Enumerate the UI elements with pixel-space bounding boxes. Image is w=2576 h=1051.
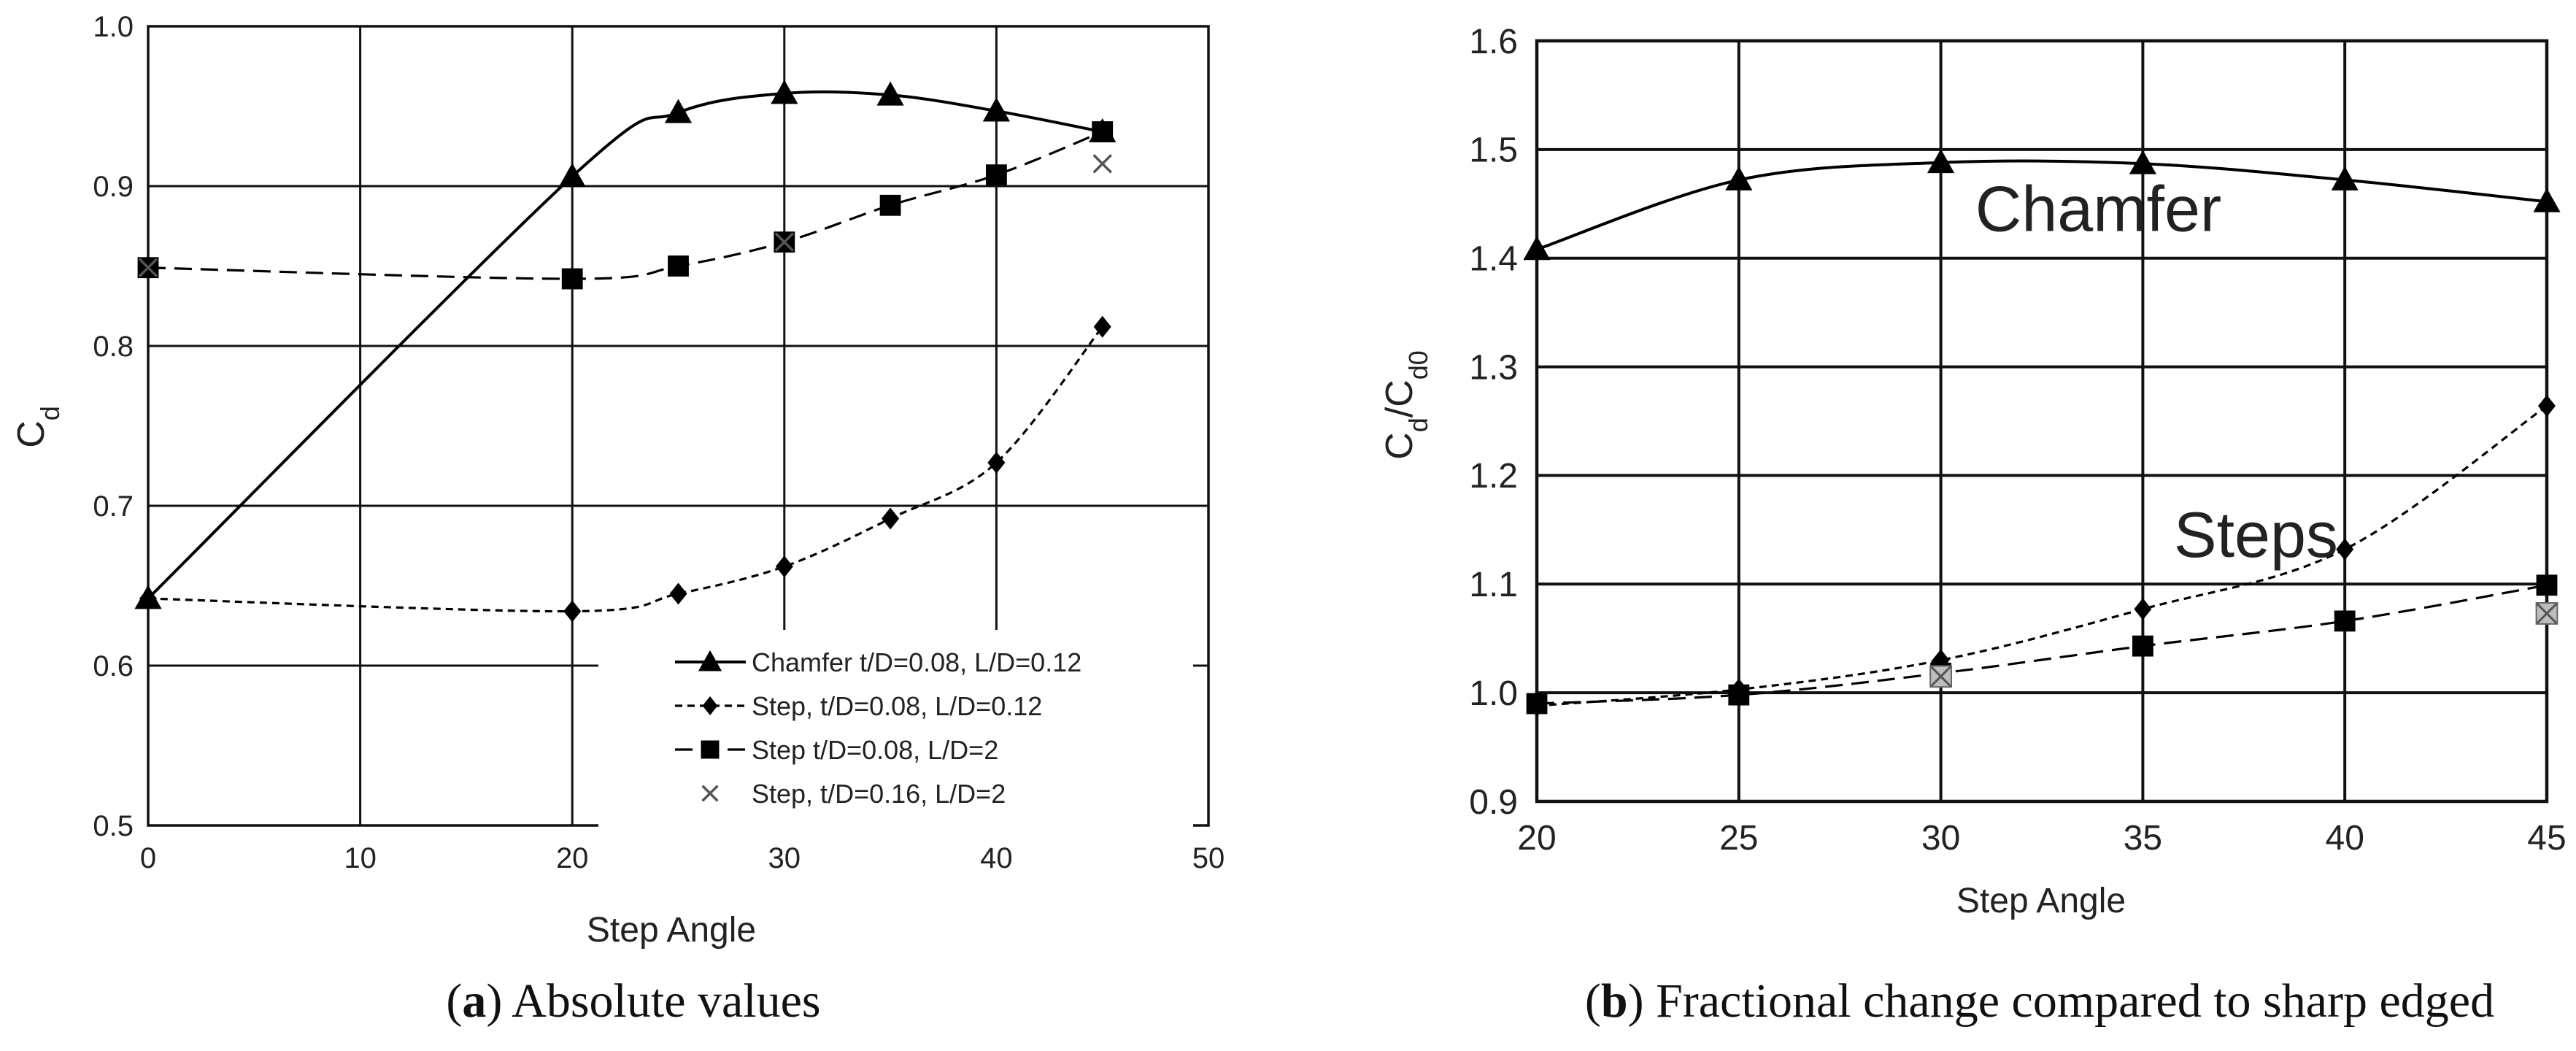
data-point — [882, 507, 900, 530]
data-point — [138, 258, 158, 277]
data-point — [982, 97, 1010, 122]
legend-marker — [702, 696, 718, 715]
y-tick-label: 1.1 — [1469, 566, 1518, 604]
y-tick-label: 1.5 — [1469, 131, 1518, 170]
data-point — [1092, 121, 1114, 142]
y-axis-label-b: Cd/Cd0 — [1378, 350, 1433, 460]
data-point — [668, 255, 689, 277]
data-point — [561, 268, 583, 290]
legend-marker — [701, 785, 719, 802]
data-point — [1092, 154, 1112, 174]
data-point — [2331, 166, 2359, 190]
markers-b — [1523, 149, 2561, 717]
annotations-b: Chamfer Steps — [1975, 173, 2338, 571]
data-point — [2535, 602, 2558, 625]
series-line — [148, 131, 1103, 280]
y-tick-label: 0.7 — [93, 490, 134, 523]
data-point — [775, 555, 793, 578]
data-point — [2134, 598, 2152, 620]
data-point — [987, 451, 1006, 474]
series-b — [1537, 159, 2547, 707]
series-a — [148, 90, 1103, 613]
y-tick-label: 1.6 — [1469, 23, 1518, 61]
data-point — [1725, 166, 1753, 190]
y-tick-label: 0.9 — [1469, 783, 1518, 822]
data-point — [2538, 395, 2556, 417]
data-point — [2129, 150, 2156, 174]
x-tick-label: 25 — [1719, 819, 1758, 858]
series-line — [1537, 159, 2547, 251]
data-point — [774, 232, 795, 252]
y-tick-label: 1.3 — [1469, 348, 1518, 387]
annotation-label: Steps — [2174, 498, 2338, 571]
y-tick-label: 0.8 — [93, 331, 134, 363]
data-point — [1728, 684, 1750, 706]
caption-a: (a) Absolute values — [446, 974, 820, 1028]
y-tick-label: 1.2 — [1469, 457, 1518, 496]
x-tick-label: 0 — [140, 842, 156, 874]
x-tick-label: 20 — [1517, 819, 1556, 858]
caption-b: (b) Fractional change compared to sharp … — [1585, 974, 2494, 1028]
ticks-b: 20 25 30 35 40 45 0.9 1.0 1.1 1.2 1.3 1.4 1.5 1.6 — [1469, 23, 2566, 858]
data-point — [1523, 236, 1551, 261]
data-point — [986, 164, 1007, 186]
x-tick-label: 35 — [2124, 819, 2162, 858]
y-tick-label: 0.9 — [93, 171, 134, 203]
legend-label: Step, t/D=0.08, L/D=0.12 — [752, 691, 1042, 721]
y-axis-label-a: Cd — [10, 406, 65, 448]
y-tick-label: 1.0 — [1469, 674, 1518, 713]
x-axis-label-a: Step Angle — [587, 911, 756, 950]
data-point — [1927, 149, 1955, 174]
x-tick-label: 45 — [2527, 819, 2566, 858]
data-point — [2533, 188, 2561, 212]
series-line — [1537, 404, 2547, 707]
series-line — [148, 326, 1103, 613]
grid-b — [1535, 39, 2549, 804]
y-tick-label: 0.6 — [93, 650, 134, 682]
y-tick-label: 1.0 — [93, 11, 134, 43]
data-point — [664, 99, 693, 123]
x-tick-label: 30 — [1921, 819, 1960, 858]
y-tick-label: 1.4 — [1469, 240, 1518, 279]
data-point — [1929, 665, 1952, 688]
data-point — [2336, 538, 2354, 561]
data-point — [669, 582, 687, 605]
annotation-label: Chamfer — [1975, 173, 2221, 245]
ticks-a: 0 10 20 30 40 50 0.5 0.6 0.7 0.8 0.9 1.0 — [93, 11, 1225, 874]
y-tick-label: 0.5 — [93, 810, 134, 842]
legend-label: Step, t/D=0.16, L/D=2 — [752, 779, 1006, 809]
legend-label: Chamfer t/D=0.08, L/D=0.12 — [752, 647, 1081, 677]
series-line — [148, 90, 1103, 600]
chart-fractional-change: 20 25 30 35 40 45 0.9 1.0 1.1 1.2 1.3 1.4 1.5 1.6 Cha… — [1378, 23, 2567, 1028]
data-point — [558, 163, 586, 188]
legend: Chamfer t/D=0.08, L/D=0.12 Step, t/D=0.08… — [675, 647, 1081, 809]
x-tick-label: 10 — [344, 842, 377, 874]
data-point — [139, 588, 157, 610]
x-tick-label: 50 — [1192, 842, 1225, 874]
legend-marker — [698, 650, 722, 671]
data-point — [563, 600, 582, 623]
series-line — [1537, 584, 2547, 705]
data-point — [2334, 610, 2356, 632]
x-tick-label: 40 — [2326, 819, 2364, 858]
legend-label: Step t/D=0.08, L/D=2 — [752, 735, 998, 765]
data-point — [2536, 574, 2558, 596]
x-tick-label: 30 — [768, 842, 801, 874]
x-tick-label: 20 — [556, 842, 589, 874]
data-point — [1526, 693, 1548, 715]
data-point — [771, 80, 798, 104]
data-point — [1093, 315, 1111, 338]
x-tick-label: 40 — [980, 842, 1013, 874]
legend-marker — [701, 740, 720, 759]
data-point — [876, 81, 904, 106]
data-point — [2132, 635, 2153, 657]
data-point — [879, 194, 901, 216]
x-axis-label-b: Step Angle — [1956, 882, 2126, 920]
chart-absolute-values: 0 10 20 30 40 50 0.5 0.6 0.7 0.8 0.9 1.0 Chamfer t/… — [10, 11, 1225, 1028]
markers-a — [134, 80, 1117, 623]
plot-frame — [1535, 39, 2549, 804]
